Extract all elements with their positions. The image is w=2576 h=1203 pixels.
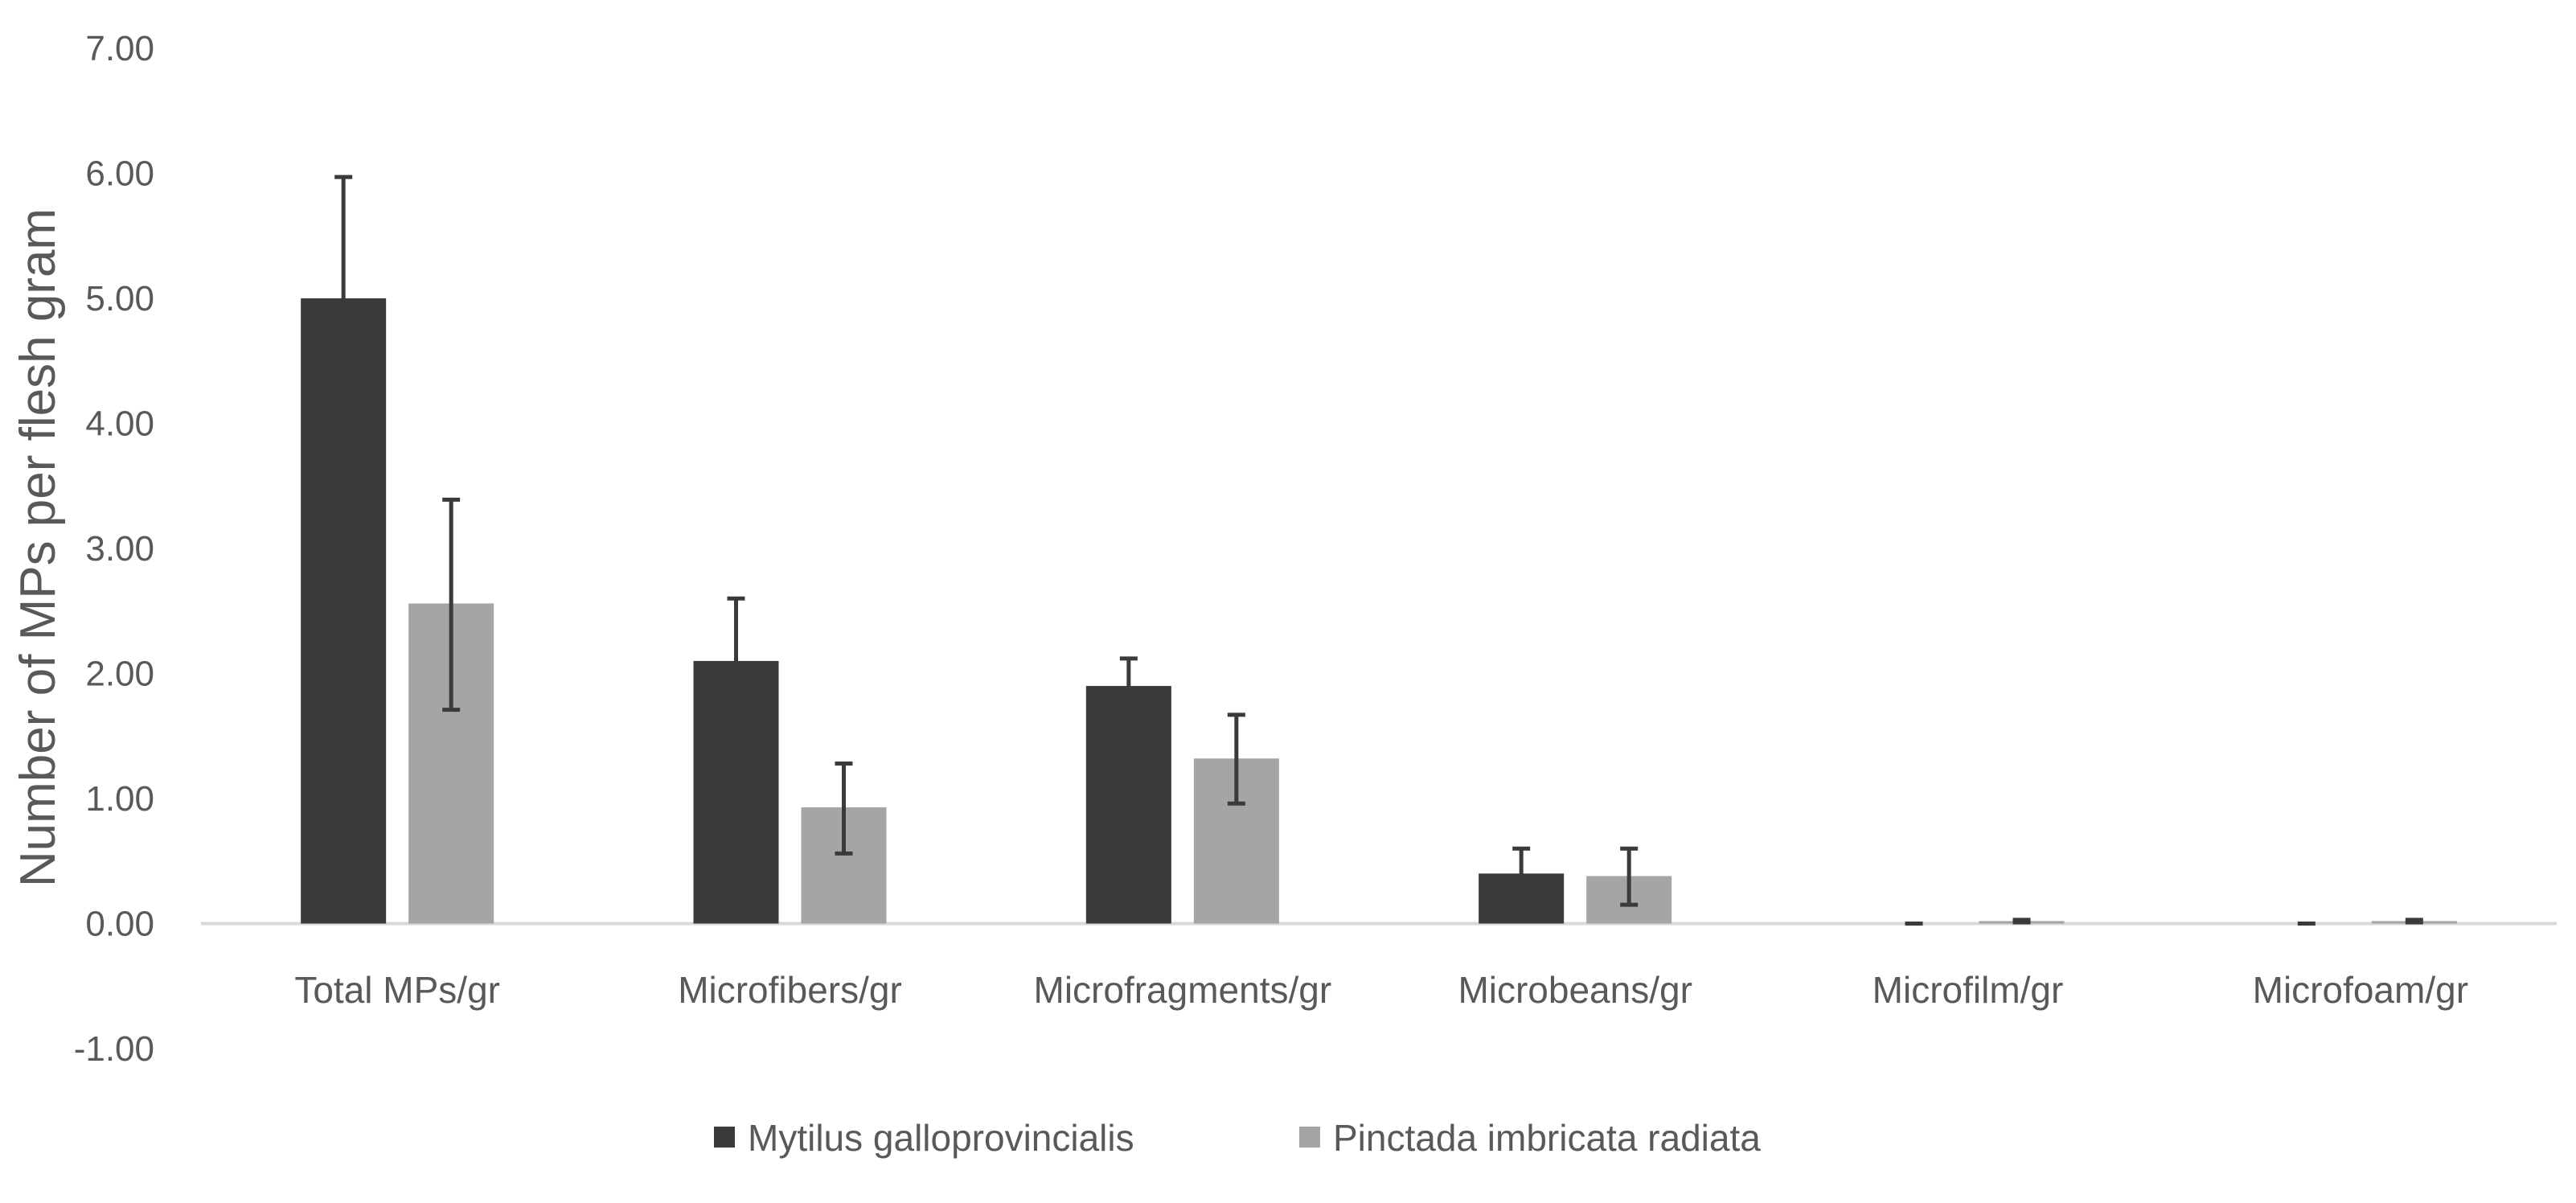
y-axis-title: Number of MPs per flesh gram [10, 208, 66, 887]
error-bar [1119, 656, 1138, 717]
category-label: Microfilm/gr [1873, 969, 2064, 1011]
error-bar [2012, 918, 2031, 925]
legend-swatch [714, 1127, 735, 1148]
y-tick-label: 2.00 [85, 655, 154, 694]
category-label: Microfoam/gr [2253, 969, 2468, 1011]
error-bar [334, 174, 353, 420]
y-tick-label: 5.00 [85, 279, 154, 318]
error-bar [1620, 846, 1639, 907]
y-tick-label: 3.00 [85, 529, 154, 569]
bars-group [301, 298, 2457, 924]
category-labels: Total MPs/gr Microfibers/gr Microfragments… [294, 969, 2468, 1011]
category-label: Total MPs/gr [294, 969, 500, 1011]
y-axis-ticks: -1.00 0.00 1.00 2.00 3.00 4.00 5.00 6.00 7.00 [74, 29, 154, 1069]
category-label: Microfragments/gr [1034, 969, 1332, 1011]
y-tick-label: 7.00 [85, 29, 154, 68]
error-bars-group [334, 174, 2423, 926]
error-bar [442, 497, 461, 712]
y-tick-label: 6.00 [85, 154, 154, 194]
category-label: Microbeans/gr [1458, 969, 1692, 1011]
legend: Mytilus galloprovincialis Pinctada imbric… [714, 1117, 1761, 1159]
y-tick-label: 0.00 [85, 905, 154, 944]
error-bar [1512, 846, 1531, 898]
legend-swatch [1299, 1127, 1320, 1148]
error-bar [835, 761, 853, 856]
bar-mytilus [1085, 686, 1171, 924]
error-bar [1227, 712, 1245, 806]
legend-label: Pinctada imbricata radiata [1333, 1117, 1761, 1159]
y-tick-label: -1.00 [74, 1029, 154, 1069]
legend-label: Mytilus galloprovincialis [748, 1117, 1134, 1159]
error-bar [727, 596, 745, 724]
y-tick-label: 4.00 [85, 404, 154, 444]
error-bar [2405, 918, 2423, 925]
y-tick-label: 1.00 [85, 779, 154, 819]
category-label: Microfibers/gr [678, 969, 902, 1011]
